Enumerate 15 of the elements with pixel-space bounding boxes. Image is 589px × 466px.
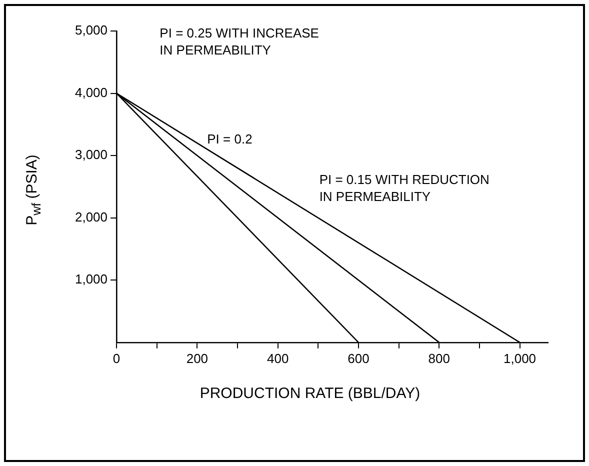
annotation: PI = 0.25 WITH INCREASE IN PERMEABILITY — [160, 26, 320, 58]
x-tick-label: 200 — [186, 350, 208, 366]
x-tick-label: 400 — [266, 350, 289, 366]
y-tick-label: 5,000 — [74, 22, 108, 38]
y-tick-label: 2,000 — [74, 209, 108, 224]
annotation: PI = 0.15 WITH REDUCTION IN PERMEABILITY — [319, 172, 490, 204]
x-tick-label: 0 — [112, 350, 120, 366]
x-tick-label: 600 — [348, 350, 370, 366]
annotation: PI = 0.2 — [207, 132, 252, 147]
x-tick-label: 1,000 — [504, 350, 536, 366]
y-tick-label: 4,000 — [74, 84, 108, 100]
x-axis-title: PRODUCTION RATE (BBL/DAY) — [198, 385, 422, 402]
y-tick-label: 3,000 — [74, 147, 108, 162]
y-tick-label: 1,000 — [74, 272, 108, 287]
x-tick-label: 800 — [428, 350, 450, 366]
